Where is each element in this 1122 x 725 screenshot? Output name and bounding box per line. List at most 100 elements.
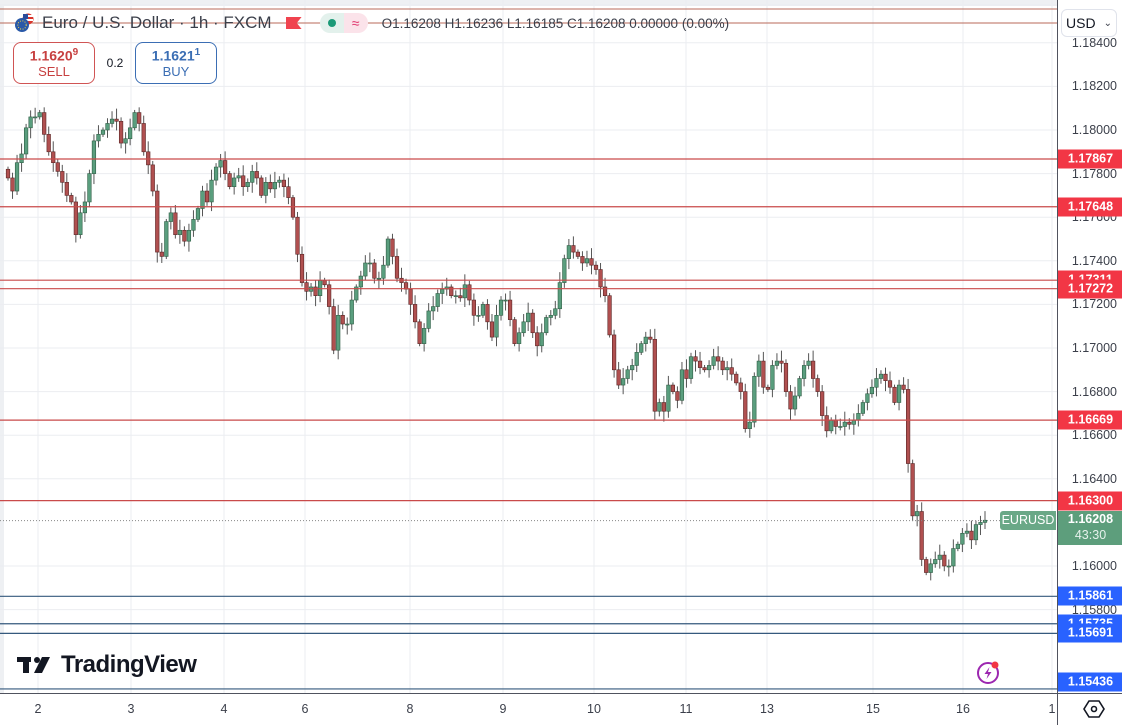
candle: [308, 283, 314, 297]
candle: [507, 290, 513, 327]
candle: [458, 287, 463, 302]
candle: [906, 378, 911, 473]
candle: [684, 359, 689, 388]
candle: [173, 204, 178, 239]
candle: [693, 350, 698, 372]
candle: [761, 351, 766, 394]
candle: [168, 207, 173, 230]
candle: [575, 249, 581, 260]
candle: [87, 169, 92, 208]
time-tick: 6: [301, 702, 309, 716]
sell-price-main: 1.1620: [29, 47, 73, 64]
candle: [933, 551, 938, 568]
candle: [232, 172, 237, 195]
candle: [643, 331, 648, 352]
candle: [272, 171, 277, 199]
candle: [191, 210, 196, 237]
candle: [186, 223, 192, 252]
candle: [480, 301, 486, 318]
candle: [23, 123, 29, 160]
candle: [218, 153, 223, 178]
sell-button[interactable]: 1.16209 SELL: [13, 42, 95, 84]
time-axis[interactable]: 2 3 4 6 8 9 10 11 13 15 16 1: [0, 693, 1057, 725]
buy-button[interactable]: 1.16211 BUY: [135, 42, 217, 84]
candle: [548, 310, 553, 326]
buy-label: BUY: [162, 64, 190, 80]
flag-icon[interactable]: [285, 17, 302, 29]
candle: [801, 360, 807, 387]
price-axis[interactable]: 1.18400 1.18200 1.18000 1.17800 1.17600 1.174…: [1057, 0, 1122, 693]
level-price-tag: 1.17867: [1058, 149, 1122, 169]
price-tick: 1.18200: [1071, 79, 1117, 94]
candle: [752, 372, 757, 428]
price-chart-plot[interactable]: [0, 0, 1057, 693]
candle: [521, 313, 526, 337]
candle: [612, 329, 617, 378]
price-tick: 1.17200: [1071, 297, 1117, 312]
candle: [697, 351, 703, 375]
time-tick: 2: [34, 702, 42, 716]
market-status[interactable]: ≈: [319, 13, 368, 33]
candle: [336, 304, 341, 360]
candle: [209, 169, 214, 212]
tradingview-logo[interactable]: TradingView: [17, 651, 197, 679]
ohlc-values: O1.16208 H1.16236 L1.16185 C1.16208 0.00…: [381, 15, 730, 31]
candle: [621, 368, 626, 395]
candle: [544, 314, 549, 336]
candle: [960, 528, 965, 553]
candle: [290, 194, 296, 220]
candle: [372, 259, 377, 284]
flash-news-icon[interactable]: [975, 659, 1001, 685]
candle: [403, 278, 409, 295]
candle: [562, 254, 567, 288]
candle: [489, 313, 495, 342]
candle: [109, 111, 115, 128]
candle: [815, 374, 820, 397]
candle: [408, 282, 413, 315]
candle: [734, 371, 739, 386]
level-price-tag: 1.16669: [1058, 410, 1122, 430]
candle: [616, 361, 621, 389]
candle: [426, 303, 431, 333]
time-tick: 8: [406, 702, 414, 716]
candle: [530, 309, 535, 338]
candle: [213, 163, 219, 186]
candle: [883, 367, 888, 392]
price-tick: 1.15800: [1071, 602, 1117, 617]
candle: [96, 125, 101, 148]
candle: [765, 384, 770, 393]
price-tick: 1.16000: [1071, 559, 1117, 573]
candle: [942, 551, 947, 572]
candle: [485, 299, 490, 330]
symbol-title[interactable]: Euro / U.S. Dollar · 1h · FXCM: [42, 13, 272, 32]
candle: [10, 172, 15, 199]
time-tick: 3: [127, 702, 135, 716]
candle: [969, 520, 974, 549]
price-tick: 1.18000: [1071, 123, 1117, 137]
candle: [571, 236, 576, 259]
candle: [526, 302, 531, 331]
candle: [955, 541, 960, 552]
candle: [33, 107, 38, 124]
candle: [449, 284, 454, 299]
candle: [937, 544, 942, 569]
candle: [503, 293, 508, 311]
candle: [851, 413, 856, 435]
candle: [792, 386, 798, 416]
candle: [159, 242, 164, 263]
axis-corner: [1057, 693, 1122, 725]
candle: [28, 110, 33, 139]
candle: [137, 107, 142, 132]
candle: [363, 255, 368, 280]
currency-select[interactable]: USD ⌄: [1061, 9, 1117, 37]
candle: [670, 382, 676, 395]
candle: [155, 184, 160, 263]
candle: [259, 175, 264, 199]
settings-hexagon-icon[interactable]: [1082, 697, 1106, 721]
candle: [349, 290, 354, 331]
candle: [860, 399, 865, 417]
candle: [223, 151, 228, 181]
candle: [566, 239, 571, 270]
time-tick: 16: [956, 702, 970, 716]
